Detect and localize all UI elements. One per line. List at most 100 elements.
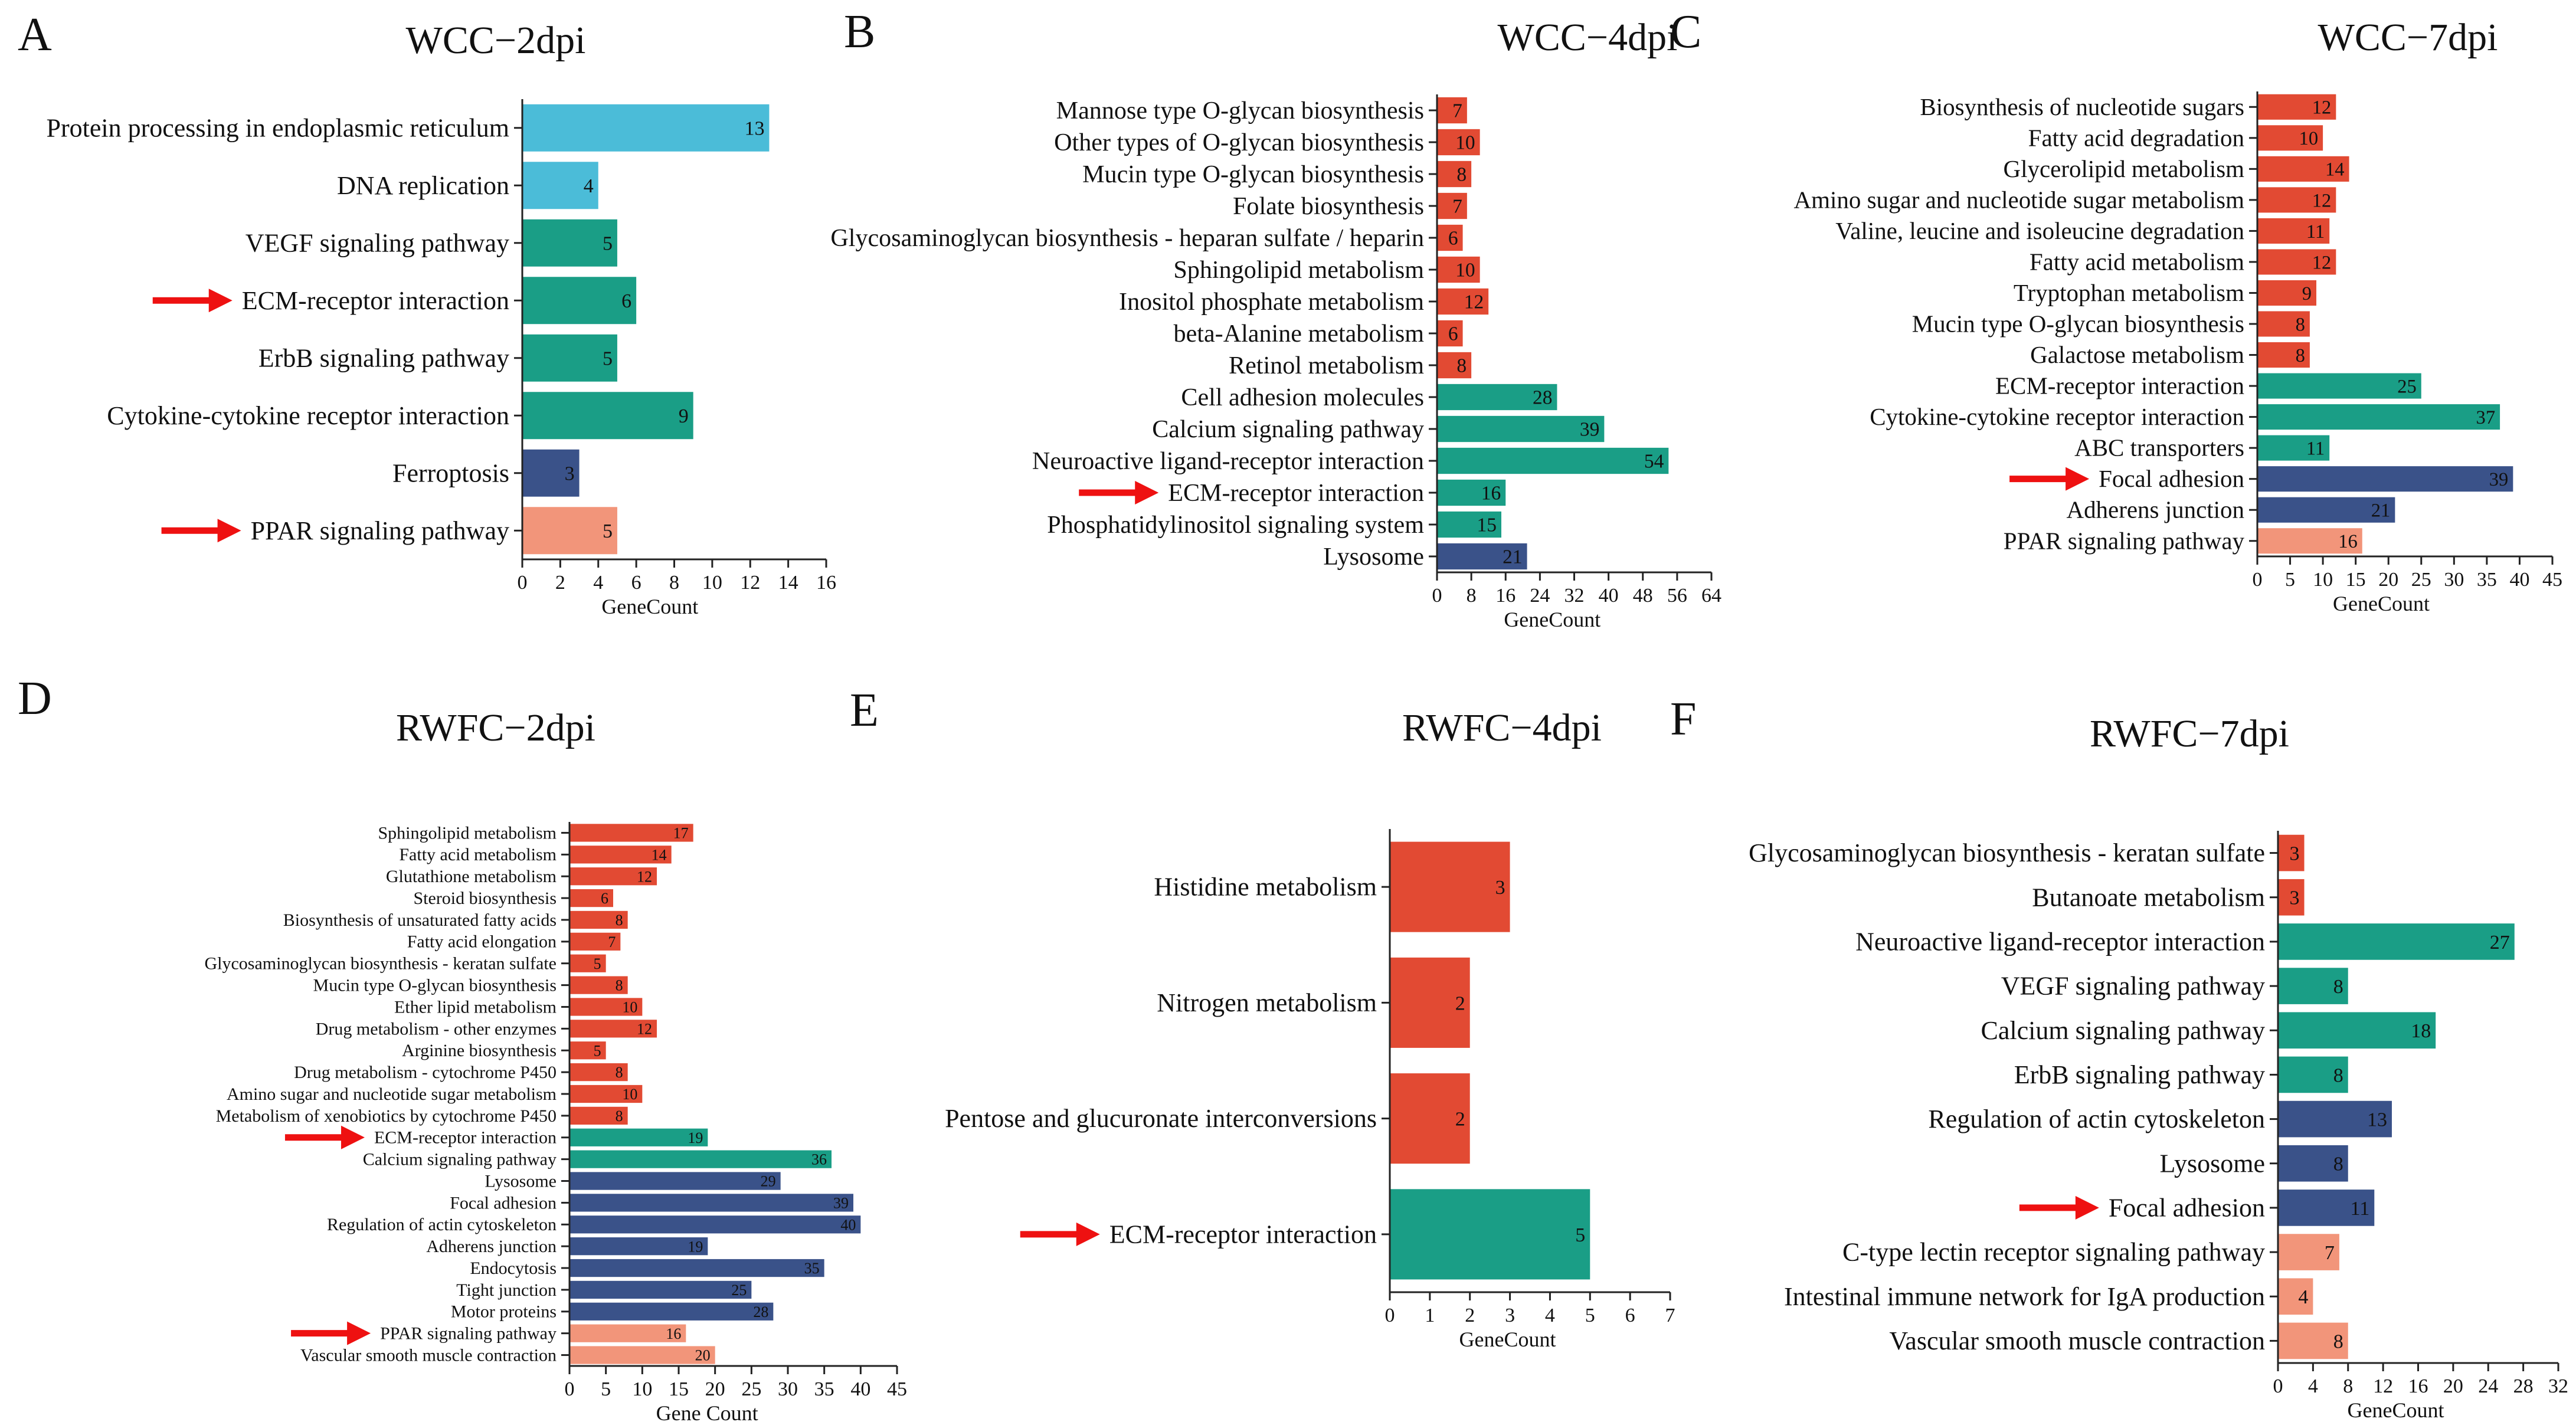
bar-value-label: 20: [695, 1347, 711, 1364]
bar-value-label: 16: [1481, 483, 1501, 504]
bar: [2257, 404, 2500, 430]
bar-value-label: 8: [616, 1064, 623, 1081]
x-tick-label: 40: [2509, 569, 2529, 591]
category-label: ECM-receptor interaction: [1995, 372, 2244, 399]
bar-value-label: 18: [2411, 1020, 2431, 1042]
bar: [569, 1237, 708, 1256]
category-label: Tryptophan metabolism: [2014, 279, 2244, 306]
chart-title: WCC−7dpi: [2318, 16, 2498, 59]
bar-value-label: 5: [603, 348, 613, 370]
bar-value-label: 4: [584, 175, 594, 197]
category-label: ErbB signaling pathway: [258, 343, 509, 372]
bar-value-label: 4: [2298, 1286, 2308, 1308]
category-label: Drug metabolism - cytochrome P450: [294, 1063, 557, 1082]
bar: [1437, 447, 1669, 474]
category-label: Valine, leucine and isoleucine degradati…: [1835, 217, 2244, 244]
bar: [1437, 256, 1480, 283]
x-tick-label: 30: [2444, 569, 2464, 591]
bar: [569, 976, 628, 994]
x-axis-label: GeneCount: [1459, 1328, 1556, 1351]
bar-value-label: 25: [731, 1282, 747, 1299]
bar-value-label: 11: [2351, 1198, 2370, 1220]
bar: [569, 1215, 861, 1234]
chart-panel-b: B WCC−4dpi 7 Mannose type O-glycan biosynth…: [830, 6, 1721, 631]
category-label: C-type lectin receptor signaling pathway: [1842, 1238, 2265, 1267]
bar-value-label: 12: [1464, 291, 1484, 313]
bar-value-label: 10: [1455, 260, 1475, 281]
bar-value-label: 19: [688, 1238, 703, 1255]
x-tick-label: 2: [1465, 1305, 1475, 1326]
category-label: Retinol metabolism: [1229, 352, 1424, 379]
x-tick-label: 7: [1665, 1305, 1675, 1326]
bar: [1437, 160, 1472, 188]
bar: [2278, 1056, 2348, 1093]
bar-value-label: 7: [1452, 196, 1462, 218]
bar: [522, 277, 637, 325]
x-tick-label: 64: [1701, 585, 1721, 607]
panel-letter: E: [850, 684, 879, 736]
x-tick-label: 2: [555, 572, 565, 594]
x-tick-label: 12: [740, 572, 760, 594]
x-tick-label: 8: [1467, 585, 1477, 607]
bar: [2278, 834, 2305, 871]
bar: [569, 1041, 606, 1060]
bar: [569, 846, 672, 864]
category-label: ECM-receptor interaction: [242, 286, 509, 315]
bar-value-label: 8: [2333, 976, 2343, 998]
bar-value-label: 54: [1644, 451, 1664, 473]
arrow-head: [341, 1125, 365, 1149]
highlight-arrow: [284, 1125, 365, 1149]
category-label: Metabolism of xenobiotics by cytochrome …: [216, 1106, 557, 1126]
category-label: Drug metabolism - other enzymes: [316, 1019, 557, 1038]
bar-value-label: 6: [1448, 228, 1458, 250]
x-tick-label: 0: [1385, 1305, 1395, 1326]
category-label: Calcium signaling pathway: [1152, 415, 1424, 443]
bar-value-label: 5: [594, 1042, 601, 1059]
category-label: Glycosaminoglycan biosynthesis - keratan…: [1749, 838, 2265, 867]
highlight-arrow: [1020, 1222, 1100, 1246]
category-label: Protein processing in endoplasmic reticu…: [46, 113, 509, 142]
bar: [569, 1259, 824, 1277]
category-label: ECM-receptor interaction: [1168, 479, 1424, 507]
x-tick-label: 15: [2346, 569, 2366, 591]
bar-value-label: 8: [2296, 314, 2305, 335]
bar-value-label: 39: [1580, 419, 1599, 441]
chart-panel-a: A WCC−2dpi 13 Protein processing in endopla…: [18, 9, 836, 618]
x-tick-label: 4: [593, 572, 603, 594]
bar: [2257, 187, 2336, 213]
x-tick-label: 10: [632, 1378, 652, 1400]
category-label: Amino sugar and nucleotide sugar metabol…: [227, 1084, 557, 1104]
category-label: Mucin type O-glycan biosynthesis: [1912, 310, 2244, 338]
bar: [569, 1150, 832, 1168]
category-label: Ether lipid metabolism: [394, 997, 557, 1017]
bar: [1437, 384, 1557, 411]
bar: [1437, 511, 1501, 538]
x-tick-label: 20: [2443, 1375, 2463, 1397]
category-label: DNA replication: [337, 171, 509, 200]
x-tick-label: 48: [1633, 585, 1653, 607]
bar-value-label: 28: [1533, 387, 1552, 409]
x-tick-label: 35: [2477, 569, 2497, 591]
bar: [1437, 320, 1463, 347]
category-label: Adherens junction: [2066, 496, 2244, 523]
x-tick-label: 20: [2378, 569, 2398, 591]
bar: [1437, 415, 1605, 443]
x-tick-label: 25: [741, 1378, 761, 1400]
category-label: Sphingolipid metabolism: [1173, 256, 1424, 284]
bar: [1390, 1189, 1590, 1280]
category-label: Sphingolipid metabolism: [378, 823, 557, 843]
bar-value-label: 16: [2338, 531, 2358, 552]
x-tick-label: 0: [1432, 585, 1442, 607]
bar-value-label: 29: [761, 1173, 776, 1190]
bar-value-label: 6: [1448, 323, 1458, 345]
bar-value-label: 9: [2302, 283, 2312, 304]
bar: [569, 1128, 708, 1146]
x-tick-label: 32: [2548, 1375, 2568, 1397]
category-label: Biosynthesis of unsaturated fatty acids: [283, 910, 557, 930]
bar: [522, 219, 617, 267]
bar-value-label: 14: [2325, 159, 2345, 181]
bar: [1437, 479, 1506, 506]
bar: [2257, 94, 2336, 120]
bar-value-label: 8: [616, 1108, 623, 1125]
bar: [2278, 1145, 2348, 1182]
